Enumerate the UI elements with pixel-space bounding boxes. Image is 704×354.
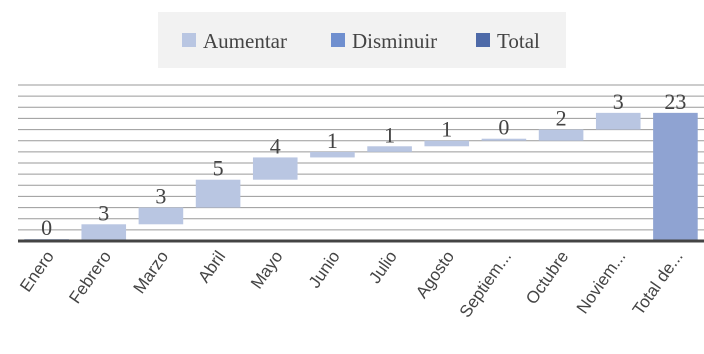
bar-octubre bbox=[538, 129, 584, 141]
data-label: 3 bbox=[98, 200, 109, 225]
legend-label-total: Total bbox=[497, 29, 540, 53]
data-label: 2 bbox=[556, 106, 567, 131]
data-label: 0 bbox=[41, 215, 52, 240]
x-tick-label: Noviem... bbox=[573, 247, 630, 317]
bar-agosto bbox=[424, 140, 470, 147]
legend-swatch-total bbox=[476, 33, 490, 47]
bars bbox=[24, 112, 698, 241]
bar-julio bbox=[367, 146, 412, 152]
x-tick-label: Marzo bbox=[130, 247, 173, 297]
data-label: 5 bbox=[213, 156, 224, 181]
bar-totalde bbox=[653, 112, 698, 241]
data-label: 1 bbox=[441, 117, 452, 142]
bar-febrero bbox=[81, 224, 127, 241]
data-label: 1 bbox=[327, 128, 338, 153]
x-tick-label: Agosto bbox=[412, 247, 458, 301]
data-label: 1 bbox=[384, 122, 395, 147]
data-label: 0 bbox=[498, 115, 509, 140]
gridlines bbox=[18, 84, 704, 231]
x-tick-label: Abril bbox=[194, 247, 229, 286]
x-tick-label: Septiem... bbox=[456, 247, 515, 321]
bar-abril bbox=[195, 179, 241, 208]
bar-septiem bbox=[481, 138, 527, 141]
bar-mayo bbox=[252, 157, 298, 180]
x-tick-label: Julio bbox=[365, 247, 401, 287]
bar-noviem bbox=[595, 112, 641, 130]
x-tick-label: Octubre bbox=[522, 247, 572, 307]
legend-label-increase: Aumentar bbox=[203, 29, 287, 53]
data-label: 23 bbox=[664, 89, 686, 114]
x-tick-label: Febrero bbox=[65, 247, 115, 307]
x-tick-labels: Enero Febrero Marzo Abril Mayo Junio Julio Agos… bbox=[16, 247, 686, 321]
legend-swatch-increase bbox=[182, 33, 196, 47]
data-label: 4 bbox=[270, 133, 281, 158]
x-tick-label: Enero bbox=[16, 247, 58, 295]
legend-label-decrease: Disminuir bbox=[352, 29, 437, 53]
x-tick-label: Total de... bbox=[629, 247, 687, 318]
bar-marzo bbox=[138, 207, 184, 225]
bar-junio bbox=[310, 151, 355, 158]
legend-swatch-decrease bbox=[331, 33, 345, 47]
legend: Aumentar Disminuir Total bbox=[158, 12, 566, 68]
data-label: 3 bbox=[613, 89, 624, 114]
x-tick-label: Junio bbox=[305, 247, 344, 291]
x-tick-label: Mayo bbox=[247, 247, 286, 292]
data-label: 3 bbox=[155, 184, 166, 209]
legend-background bbox=[158, 12, 566, 68]
